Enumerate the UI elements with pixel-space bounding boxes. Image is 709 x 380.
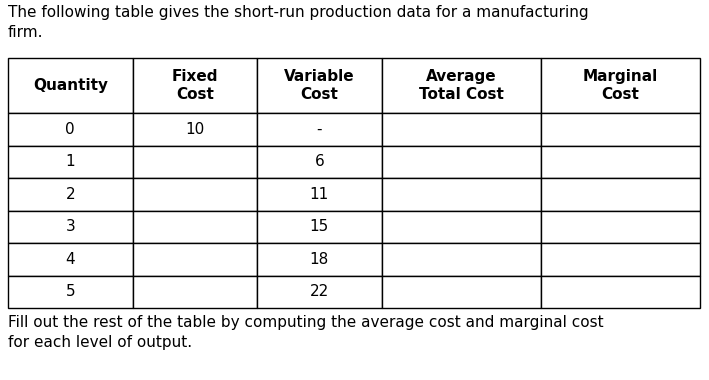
Bar bbox=[257, 58, 381, 113]
Bar bbox=[257, 113, 381, 146]
Bar bbox=[541, 113, 700, 146]
Text: 15: 15 bbox=[310, 219, 329, 234]
Bar bbox=[133, 178, 257, 211]
Bar bbox=[257, 146, 381, 178]
Bar bbox=[133, 243, 257, 276]
Bar bbox=[8, 178, 133, 211]
Bar bbox=[133, 276, 257, 308]
Bar bbox=[8, 113, 133, 146]
Bar bbox=[381, 276, 541, 308]
Bar bbox=[133, 146, 257, 178]
Text: 2: 2 bbox=[65, 187, 75, 202]
Bar bbox=[541, 58, 700, 113]
Bar bbox=[381, 178, 541, 211]
Text: -: - bbox=[317, 122, 322, 137]
Text: 22: 22 bbox=[310, 284, 329, 299]
Bar bbox=[257, 243, 381, 276]
Text: The following table gives the short-run production data for a manufacturing
firm: The following table gives the short-run … bbox=[8, 5, 588, 40]
Text: 11: 11 bbox=[310, 187, 329, 202]
Text: 6: 6 bbox=[315, 154, 324, 169]
Text: Average
Total Cost: Average Total Cost bbox=[419, 69, 503, 102]
Text: 4: 4 bbox=[65, 252, 75, 267]
Bar bbox=[257, 276, 381, 308]
Text: Marginal
Cost: Marginal Cost bbox=[583, 69, 658, 102]
Bar bbox=[257, 178, 381, 211]
Bar bbox=[541, 146, 700, 178]
Bar bbox=[8, 243, 133, 276]
Bar bbox=[8, 276, 133, 308]
Bar bbox=[541, 211, 700, 243]
Bar bbox=[257, 211, 381, 243]
Bar bbox=[133, 211, 257, 243]
Bar bbox=[541, 178, 700, 211]
Bar bbox=[381, 146, 541, 178]
Bar bbox=[381, 113, 541, 146]
Bar bbox=[133, 58, 257, 113]
Bar bbox=[541, 276, 700, 308]
Text: 10: 10 bbox=[185, 122, 204, 137]
Bar bbox=[133, 113, 257, 146]
Text: Quantity: Quantity bbox=[33, 78, 108, 93]
Bar bbox=[381, 211, 541, 243]
Bar bbox=[8, 58, 133, 113]
Text: 18: 18 bbox=[310, 252, 329, 267]
Text: 5: 5 bbox=[65, 284, 75, 299]
Bar bbox=[8, 146, 133, 178]
Bar bbox=[8, 211, 133, 243]
Bar bbox=[381, 243, 541, 276]
Text: 1: 1 bbox=[65, 154, 75, 169]
Bar bbox=[541, 243, 700, 276]
Text: Fixed
Cost: Fixed Cost bbox=[172, 69, 218, 102]
Bar bbox=[381, 58, 541, 113]
Text: 0: 0 bbox=[65, 122, 75, 137]
Text: Variable
Cost: Variable Cost bbox=[284, 69, 354, 102]
Text: 3: 3 bbox=[65, 219, 75, 234]
Text: Fill out the rest of the table by computing the average cost and marginal cost
f: Fill out the rest of the table by comput… bbox=[8, 315, 603, 350]
